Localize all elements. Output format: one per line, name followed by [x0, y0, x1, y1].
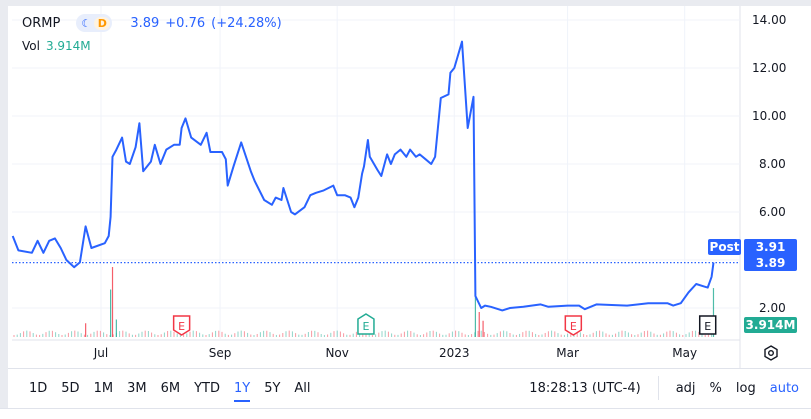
y-tick: 12.00 [752, 61, 787, 75]
price-axis-badge: 3.91 3.89 [744, 239, 797, 271]
y-tick: 14.00 [752, 13, 787, 27]
moon-icon: ☾ [81, 16, 92, 30]
top-border [0, 0, 811, 6]
y-tick: 2.00 [759, 301, 786, 315]
bottom-toolbar: 1D 5D 1M 3M 6M YTD 1Y 5Y All 18:28:13 (U… [8, 368, 811, 407]
volume-value: 3.914M [45, 39, 91, 53]
last-price: 3.89 [130, 15, 160, 31]
range-3m[interactable]: 3M [127, 380, 147, 396]
log-toggle[interactable]: log [735, 380, 756, 396]
adj-toggle[interactable]: adj [675, 380, 696, 396]
price-change: +0.76 [165, 15, 206, 31]
x-tick-label: Mar [556, 346, 579, 360]
x-tick-label: Jul [93, 346, 108, 360]
price-change-pct: (+24.28%) [211, 15, 282, 31]
interval-badge: D [94, 16, 111, 30]
price-line [11, 40, 715, 312]
y-tick: 8.00 [759, 157, 786, 171]
earnings-marker-label: E [704, 320, 711, 333]
x-tick-label: May [672, 346, 697, 360]
earnings-marker-label: E [570, 320, 577, 333]
earnings-marker [564, 315, 583, 336]
x-tick-label: 2023 [439, 346, 470, 360]
volume-label: Vol [22, 39, 40, 53]
range-1y[interactable]: 1Y [227, 381, 257, 402]
range-6m[interactable]: 6M [160, 380, 181, 396]
range-5y[interactable]: 5Y [264, 380, 281, 396]
x-tick-label: Sep [209, 346, 232, 360]
y-tick: 10.00 [752, 109, 787, 123]
percent-toggle[interactable]: % [709, 380, 722, 396]
range-5d[interactable]: 5D [61, 380, 80, 396]
earnings-marker [172, 315, 191, 336]
status-pill: ☾ D [76, 14, 113, 32]
last-price-label: 3.89 [755, 256, 786, 270]
earnings-marker-label: E [362, 320, 369, 333]
range-ytd[interactable]: YTD [194, 380, 220, 396]
toolbar-divider [657, 376, 659, 400]
x-tick-label: Nov [325, 346, 348, 360]
price-chart[interactable]: Jul Sep Nov 2023 Mar May E E E E [0, 0, 811, 368]
symbol-legend: ORMP ☾ D 3.89 +0.76 (+24.28%) [22, 14, 282, 32]
range-1m[interactable]: 1M [93, 380, 114, 396]
post-market-label: Post [708, 239, 741, 255]
settings-gear-icon[interactable] [762, 344, 780, 362]
volume-legend: Vol 3.914M [22, 39, 91, 53]
volume-axis-badge: 3.914M [744, 317, 797, 333]
post-price: 3.91 [755, 240, 786, 254]
range-1d[interactable]: 1D [29, 380, 48, 396]
range-all[interactable]: All [294, 380, 311, 396]
earnings-marker [698, 315, 717, 335]
bottom-border [0, 408, 811, 419]
earnings-marker-label: E [178, 320, 185, 333]
y-tick: 6.00 [759, 205, 786, 219]
timezone-clock[interactable]: 18:28:13 (UTC-4) [529, 380, 641, 396]
symbol-name[interactable]: ORMP [22, 15, 61, 31]
auto-toggle[interactable]: auto [769, 380, 799, 396]
left-border [0, 6, 8, 411]
earnings-marker [357, 313, 375, 335]
